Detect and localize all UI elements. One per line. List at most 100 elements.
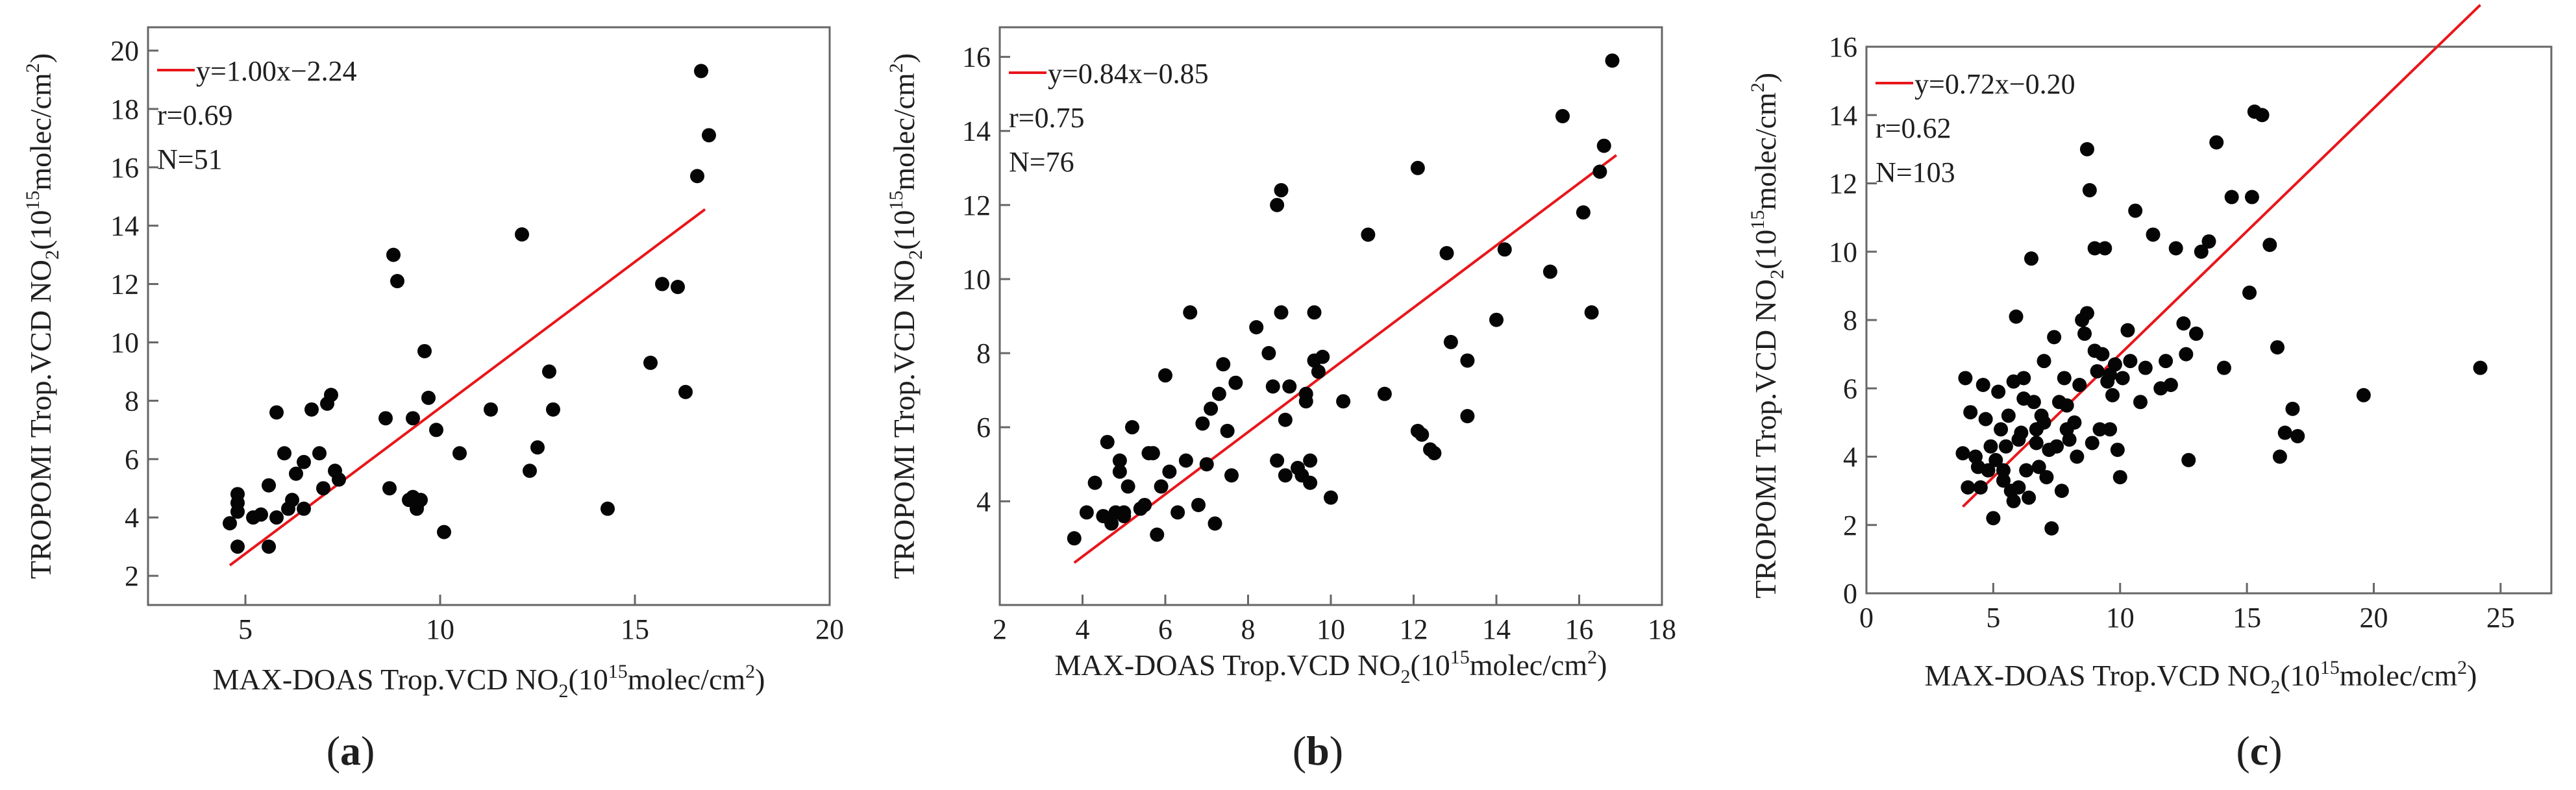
y-tick-label: 18 bbox=[110, 93, 139, 125]
data-point bbox=[406, 411, 420, 426]
fit-equation: y=0.84x−0.85 bbox=[1048, 58, 1209, 90]
ticks: 0 5 10 15 20 25 0 2 4 6 8 10 12 14 16 bbox=[1829, 31, 2515, 634]
data-point bbox=[1137, 497, 1152, 512]
data-point bbox=[2037, 354, 2051, 369]
data-point bbox=[530, 440, 545, 455]
panel-label: (a) bbox=[327, 728, 375, 774]
data-point bbox=[1199, 457, 1214, 472]
data-point bbox=[1303, 475, 1318, 490]
data-point bbox=[2090, 364, 2105, 378]
data-point bbox=[324, 388, 338, 402]
data-point bbox=[2079, 142, 2094, 156]
y-tick-label: 16 bbox=[110, 152, 139, 184]
y-tick-label: 16 bbox=[962, 42, 991, 73]
data-point bbox=[2014, 425, 2029, 440]
data-point bbox=[1104, 516, 1119, 531]
data-point bbox=[2163, 377, 2178, 392]
data-point bbox=[2473, 360, 2488, 375]
data-point bbox=[277, 446, 291, 461]
data-point bbox=[254, 507, 268, 522]
data-point bbox=[690, 169, 704, 184]
data-point bbox=[2057, 371, 2072, 386]
data-point bbox=[297, 454, 311, 469]
data-point bbox=[1605, 53, 1620, 68]
y-tick-label: 4 bbox=[125, 502, 139, 534]
data-point bbox=[289, 466, 303, 481]
data-point bbox=[1191, 497, 1206, 512]
data-point bbox=[1377, 386, 1392, 401]
data-point bbox=[382, 481, 397, 496]
y-tick-label: 6 bbox=[1843, 373, 1857, 404]
data-point bbox=[1555, 108, 1570, 123]
data-point bbox=[542, 364, 556, 379]
y-tick-label: 16 bbox=[1829, 31, 1857, 63]
x-tick-label: 5 bbox=[238, 613, 253, 645]
data-point bbox=[1067, 531, 1082, 546]
data-point bbox=[2054, 484, 2069, 499]
y-tick-label: 12 bbox=[1829, 168, 1857, 200]
data-points bbox=[1067, 53, 1620, 546]
y-tick-label: 10 bbox=[1829, 236, 1857, 268]
data-point bbox=[2138, 360, 2153, 375]
data-point bbox=[2209, 135, 2224, 150]
data-point bbox=[262, 478, 276, 493]
ticks: 5 10 15 20 2 4 6 8 10 12 14 16 18 20 bbox=[110, 35, 844, 645]
data-point bbox=[2070, 449, 2085, 464]
fit-line bbox=[1073, 154, 1618, 564]
data-point bbox=[1961, 480, 1975, 495]
data-point bbox=[230, 539, 245, 554]
data-point bbox=[223, 516, 237, 531]
data-point bbox=[2262, 238, 2277, 253]
data-point bbox=[1178, 453, 1193, 468]
data-point bbox=[2031, 460, 2046, 475]
x-axis-title: MAX-DOAS Trop.VCD NO2(1015molec/cm2) bbox=[1055, 647, 1607, 687]
x-tick-label: 12 bbox=[1400, 613, 1428, 645]
x-tick-label: 18 bbox=[1648, 613, 1676, 645]
data-point bbox=[2168, 241, 2183, 256]
panel-a: 5 10 15 20 2 4 6 8 10 12 14 16 18 20 y=1.00x−2.24 r=0… bbox=[22, 26, 844, 774]
y-tick-label: 2 bbox=[1843, 510, 1857, 541]
data-point bbox=[2179, 347, 2194, 362]
x-tick-label: 5 bbox=[1986, 602, 2000, 634]
data-point bbox=[386, 247, 401, 262]
y-tick-label: 0 bbox=[1843, 578, 1857, 610]
data-point bbox=[421, 390, 436, 405]
y-axis-title: TROPOMI Trop.VCD NO2(1015molec/cm2) bbox=[22, 53, 63, 579]
data-point bbox=[2072, 377, 2087, 392]
data-point bbox=[2123, 354, 2138, 369]
data-point bbox=[390, 274, 404, 289]
x-tick-label: 16 bbox=[1565, 613, 1594, 645]
data-point bbox=[2062, 432, 2077, 447]
x-tick-label: 0 bbox=[1859, 602, 1874, 634]
data-point bbox=[1170, 505, 1185, 520]
data-point bbox=[484, 402, 498, 417]
data-point bbox=[1220, 423, 1235, 438]
panel-b: 2 4 6 8 10 12 14 16 18 4 6 8 10 12 14 16 y=0.84x−0.85 r… bbox=[886, 26, 1676, 774]
x-axis-title: MAX-DOAS Trop.VCD NO2(1015molec/cm2) bbox=[1925, 657, 2477, 698]
data-point bbox=[1228, 375, 1243, 390]
data-point bbox=[702, 128, 716, 143]
data-point bbox=[230, 487, 245, 502]
data-point bbox=[1315, 349, 1330, 364]
data-point bbox=[1195, 416, 1210, 431]
data-point bbox=[332, 472, 346, 487]
x-tick-label: 20 bbox=[2359, 602, 2388, 634]
data-point bbox=[1162, 464, 1177, 479]
data-point bbox=[1112, 453, 1127, 468]
data-point bbox=[2047, 330, 2062, 345]
data-point bbox=[2085, 436, 2099, 451]
data-point bbox=[1216, 357, 1231, 372]
data-point bbox=[2092, 422, 2107, 437]
data-point bbox=[2194, 244, 2209, 259]
data-point bbox=[2255, 108, 2270, 123]
data-point bbox=[2098, 241, 2112, 256]
y-tick-label: 6 bbox=[125, 443, 139, 475]
data-point bbox=[1497, 242, 1512, 257]
x-tick-label: 15 bbox=[2233, 602, 2261, 634]
data-point bbox=[671, 280, 685, 295]
data-point bbox=[2146, 227, 2161, 242]
data-points bbox=[223, 64, 716, 554]
x-tick-label: 10 bbox=[426, 613, 454, 645]
data-point bbox=[1439, 246, 1454, 261]
